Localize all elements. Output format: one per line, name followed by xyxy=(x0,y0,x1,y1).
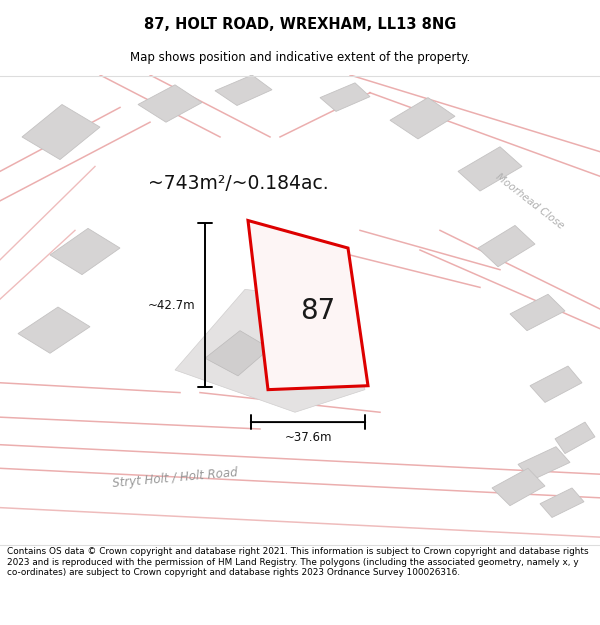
Text: ~743m²/~0.184ac.: ~743m²/~0.184ac. xyxy=(148,174,329,192)
Text: Map shows position and indicative extent of the property.: Map shows position and indicative extent… xyxy=(130,51,470,64)
Text: ~42.7m: ~42.7m xyxy=(148,299,195,312)
Polygon shape xyxy=(138,85,202,122)
Polygon shape xyxy=(390,98,455,139)
Text: 87: 87 xyxy=(301,297,335,325)
Polygon shape xyxy=(492,468,545,506)
Polygon shape xyxy=(22,104,100,159)
Polygon shape xyxy=(530,366,582,403)
Polygon shape xyxy=(215,75,272,106)
Text: Stryt Holt / Holt Road: Stryt Holt / Holt Road xyxy=(112,466,238,490)
Polygon shape xyxy=(175,289,365,412)
Text: Contains OS data © Crown copyright and database right 2021. This information is : Contains OS data © Crown copyright and d… xyxy=(7,548,589,577)
Polygon shape xyxy=(510,294,565,331)
Text: 87, HOLT ROAD, WREXHAM, LL13 8NG: 87, HOLT ROAD, WREXHAM, LL13 8NG xyxy=(144,17,456,32)
Polygon shape xyxy=(248,221,368,389)
Polygon shape xyxy=(205,331,270,376)
Polygon shape xyxy=(458,147,522,191)
Polygon shape xyxy=(518,447,570,480)
Polygon shape xyxy=(555,422,595,454)
Polygon shape xyxy=(50,228,120,274)
Polygon shape xyxy=(478,226,535,267)
Polygon shape xyxy=(18,307,90,353)
Polygon shape xyxy=(320,83,370,111)
Text: ~37.6m: ~37.6m xyxy=(284,431,332,444)
Text: Moorhead Close: Moorhead Close xyxy=(494,171,566,231)
Polygon shape xyxy=(540,488,584,518)
